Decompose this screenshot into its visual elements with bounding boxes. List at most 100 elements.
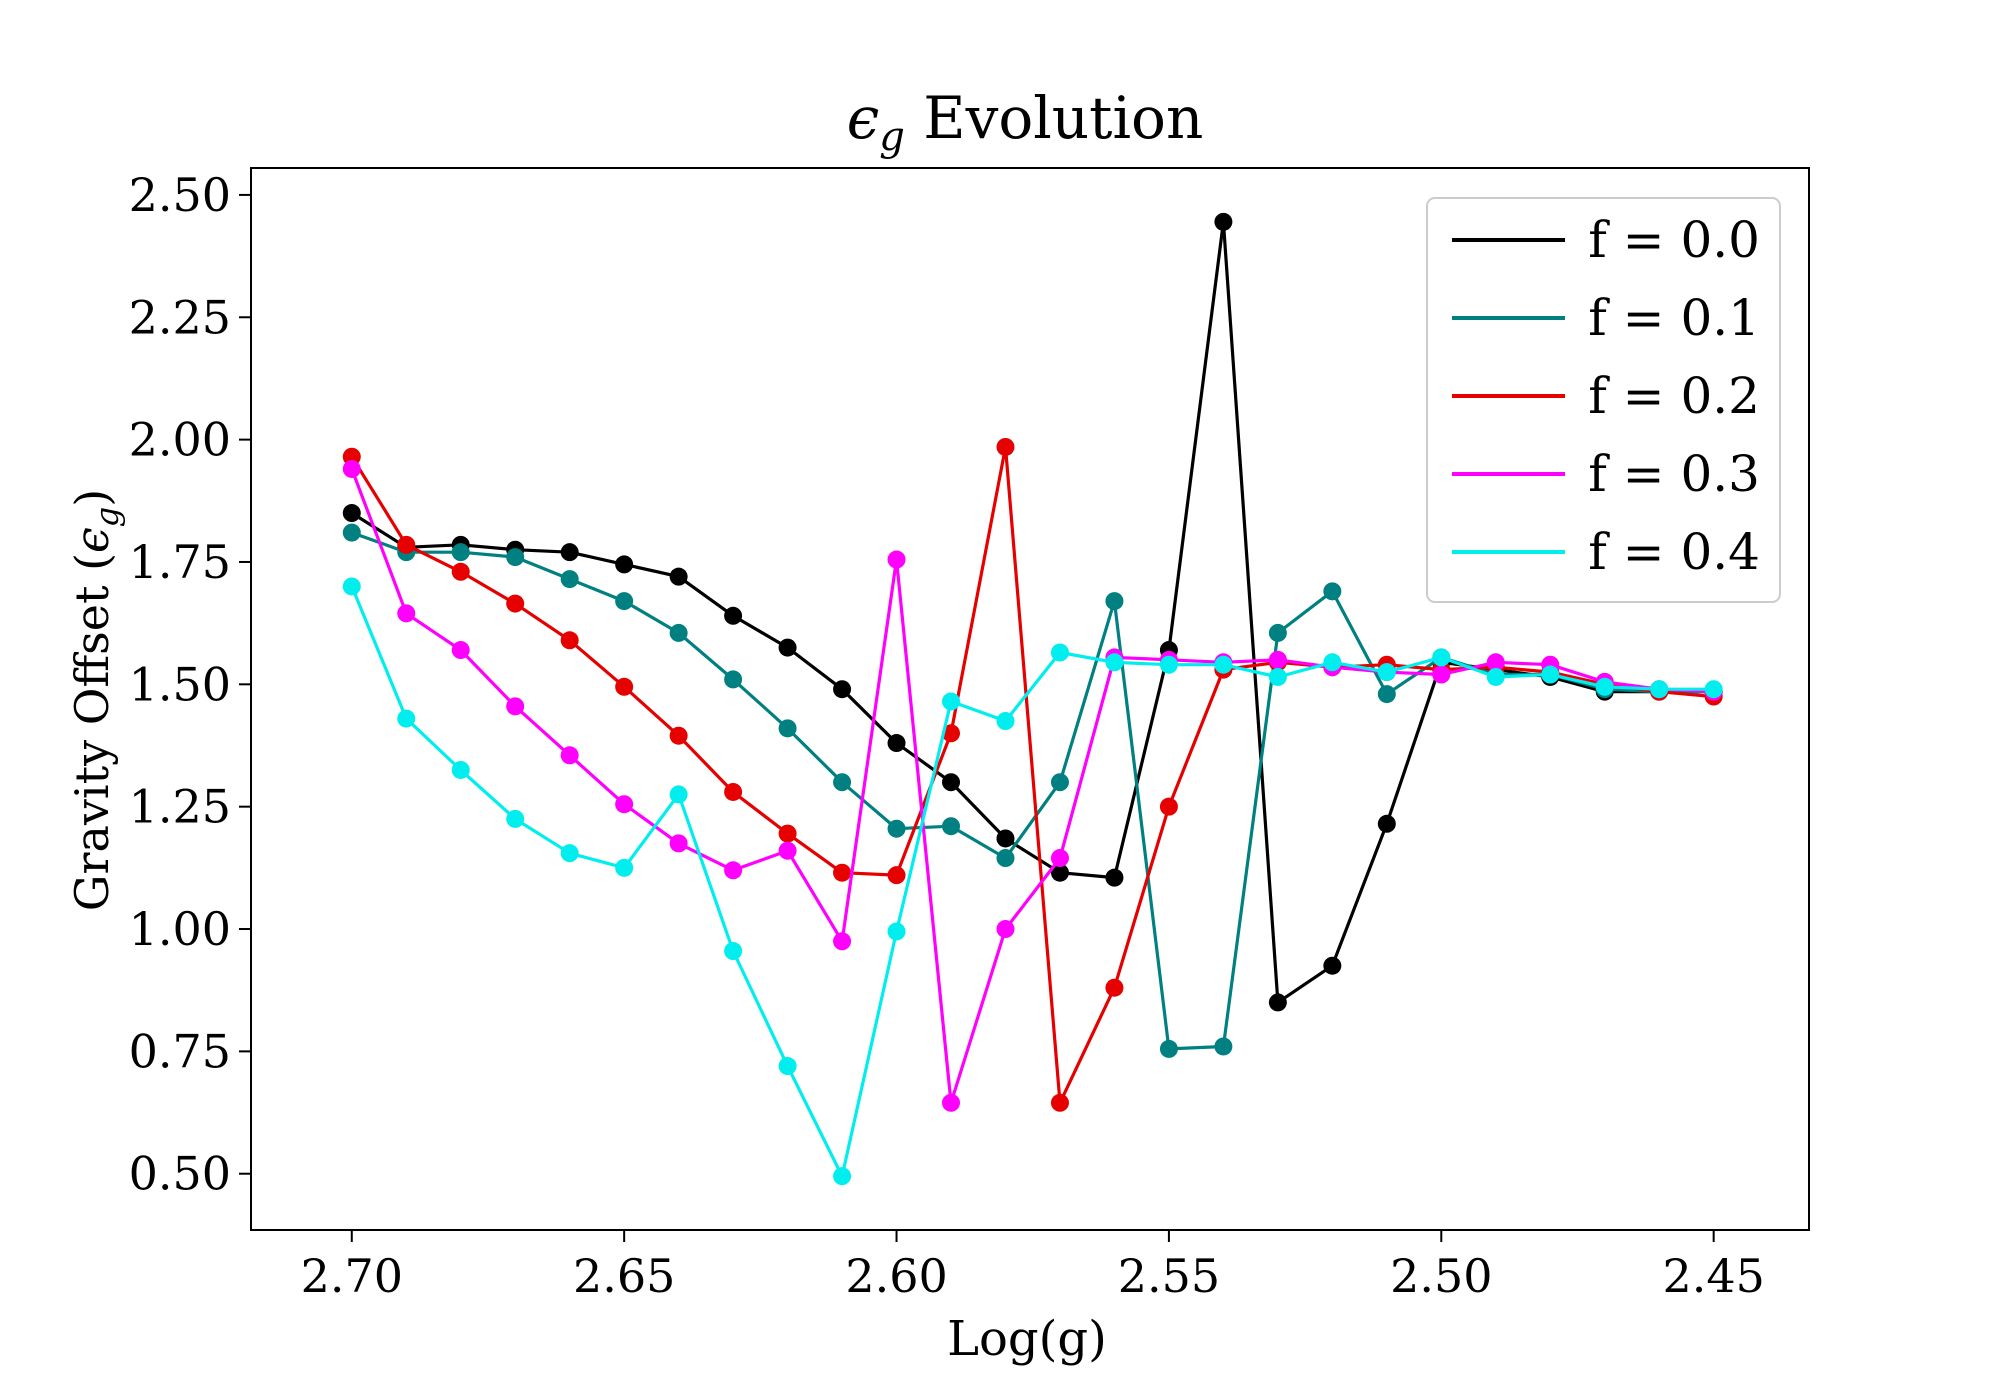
- data-point: [1050, 849, 1069, 868]
- y-tick-label: 1.75: [129, 535, 231, 589]
- series-line: [350, 445, 1714, 1105]
- data-point: [1214, 655, 1233, 674]
- data-point: [1432, 665, 1451, 684]
- data-point: [1650, 680, 1669, 699]
- data-point: [1159, 797, 1178, 816]
- data-point: [778, 719, 797, 738]
- chart-title-subscript: g: [879, 114, 905, 160]
- chart-title-rest: Evolution: [905, 84, 1204, 152]
- data-point: [942, 724, 961, 743]
- data-point: [1377, 663, 1396, 682]
- series-line: [351, 531, 1714, 1051]
- plot-series: [342, 212, 1723, 1186]
- data-point: [451, 562, 470, 581]
- data-point: [833, 863, 852, 882]
- data-point: [996, 920, 1015, 939]
- x-tick-label: 2.60: [845, 1249, 947, 1303]
- data-point: [669, 567, 688, 586]
- data-point: [1323, 582, 1342, 601]
- data-point: [451, 760, 470, 779]
- series-line: [350, 468, 1714, 1105]
- y-axis-label-main: Gravity Offset (: [65, 553, 119, 911]
- y-axis-label-close: ): [65, 489, 119, 507]
- y-axis-label-symbol: ϵ: [65, 527, 119, 553]
- data-point: [397, 604, 416, 623]
- data-point: [1268, 993, 1287, 1012]
- data-point: [342, 577, 361, 596]
- data-point: [342, 523, 361, 542]
- data-point: [996, 712, 1015, 731]
- data-point: [996, 849, 1015, 868]
- x-tick-label: 2.45: [1662, 1249, 1764, 1303]
- data-point: [887, 866, 906, 885]
- legend-label: f = 0.0: [1588, 211, 1760, 269]
- data-point: [1377, 685, 1396, 704]
- data-point: [1323, 653, 1342, 672]
- data-point: [615, 795, 634, 814]
- data-point: [1486, 667, 1505, 686]
- data-point: [996, 829, 1015, 848]
- data-point: [615, 555, 634, 574]
- data-point: [887, 734, 906, 753]
- data-point: [615, 858, 634, 877]
- y-tick-label: 0.75: [129, 1024, 231, 1078]
- axis-ticks: 2.70 2.65 2.60 2.55 2.50 2.45 0.50 0.75 1.00 1.25…: [129, 168, 1765, 1303]
- legend: f = 0.0 f = 0.1 f = 0.2 f = 0.3 f = 0.4: [1426, 197, 1781, 603]
- data-point: [724, 782, 743, 801]
- data-point: [506, 809, 525, 828]
- plot-area-frame: [250, 167, 1810, 1231]
- chart-title: ϵg Evolution: [847, 84, 1204, 160]
- data-point: [833, 773, 852, 792]
- data-point: [887, 922, 906, 941]
- data-point: [942, 817, 961, 836]
- data-point: [1268, 667, 1287, 686]
- data-point: [560, 844, 579, 863]
- data-point: [506, 548, 525, 567]
- data-point: [887, 819, 906, 838]
- data-point: [1159, 1039, 1178, 1058]
- data-point: [506, 594, 525, 613]
- data-point: [560, 543, 579, 562]
- data-point: [778, 841, 797, 860]
- x-tick-label: 2.65: [573, 1249, 675, 1303]
- data-point: [560, 631, 579, 650]
- data-point: [669, 726, 688, 745]
- data-point: [669, 623, 688, 642]
- data-point: [942, 773, 961, 792]
- data-point: [996, 437, 1015, 456]
- data-point: [342, 459, 361, 478]
- data-point: [1050, 1093, 1069, 1112]
- series-4: [342, 577, 1723, 1186]
- legend-label: f = 0.3: [1588, 445, 1760, 503]
- data-point: [1268, 623, 1287, 642]
- data-point: [1105, 653, 1124, 672]
- data-point: [1050, 773, 1069, 792]
- data-point: [1377, 814, 1396, 833]
- x-tick-label: 2.55: [1118, 1249, 1220, 1303]
- legend-label: f = 0.1: [1588, 289, 1760, 347]
- legend-label: f = 0.4: [1588, 523, 1760, 581]
- y-axis-label-subscript: g: [88, 507, 126, 527]
- data-point: [669, 785, 688, 804]
- y-tick-label: 2.00: [129, 413, 231, 467]
- data-point: [397, 709, 416, 728]
- data-point: [615, 677, 634, 696]
- data-point: [1595, 677, 1614, 696]
- x-axis-label: Log(g): [947, 1311, 1107, 1367]
- legend-label: f = 0.2: [1588, 367, 1760, 425]
- data-point: [1214, 212, 1233, 231]
- data-point: [1105, 978, 1124, 997]
- data-point: [887, 550, 906, 569]
- x-tick-label: 2.50: [1390, 1249, 1492, 1303]
- series-line: [350, 585, 1714, 1178]
- y-tick-label: 2.25: [129, 290, 231, 344]
- data-point: [342, 504, 361, 523]
- x-tick-label: 2.70: [301, 1249, 403, 1303]
- data-point: [1432, 648, 1451, 667]
- y-tick-label: 0.50: [129, 1147, 231, 1201]
- data-point: [1268, 650, 1287, 669]
- data-point: [778, 638, 797, 657]
- data-point: [942, 692, 961, 711]
